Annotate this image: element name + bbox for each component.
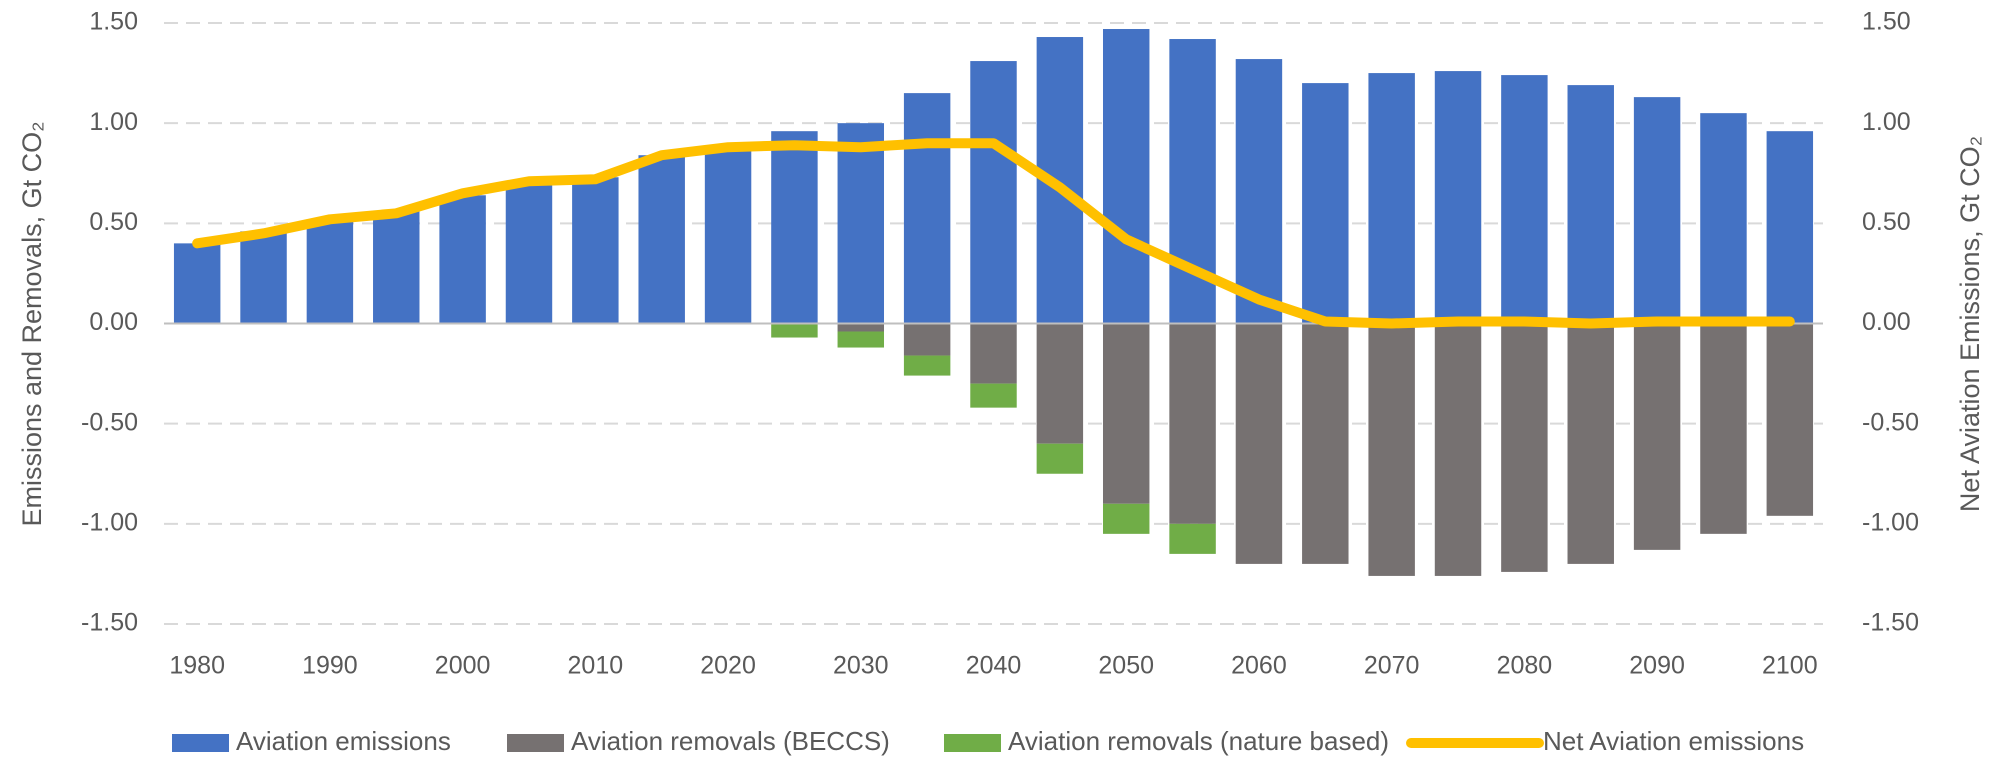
y-tick-label: 0.50 bbox=[89, 208, 138, 236]
bar bbox=[240, 231, 287, 324]
y2-tick-label: -1.50 bbox=[1862, 609, 1919, 637]
bar bbox=[1302, 323, 1349, 564]
x-tick-label: 2100 bbox=[1762, 652, 1818, 680]
bar bbox=[505, 183, 553, 324]
y2-tick-label: 0.00 bbox=[1862, 308, 1911, 336]
bar bbox=[1102, 323, 1150, 504]
line bbox=[192, 138, 1795, 329]
bar bbox=[1102, 503, 1150, 534]
bar bbox=[1633, 97, 1681, 324]
x-tick-label: 2010 bbox=[568, 652, 624, 680]
bar bbox=[1169, 523, 1216, 554]
bar bbox=[970, 61, 1017, 324]
y2-axis-title: Net Aviation Emissions, Gt CO₂ bbox=[1955, 136, 1985, 512]
legend-swatch bbox=[944, 734, 1001, 752]
bar bbox=[1567, 323, 1614, 564]
legend-swatch bbox=[507, 734, 564, 752]
bar bbox=[572, 177, 619, 324]
y2-tick-label: -1.00 bbox=[1862, 508, 1919, 536]
x-tick-label: 1980 bbox=[169, 652, 225, 680]
y-tick-label: 1.00 bbox=[89, 108, 138, 136]
bar bbox=[771, 131, 818, 324]
bar bbox=[373, 211, 420, 324]
y-tick-label: -1.00 bbox=[81, 508, 138, 536]
bar bbox=[1434, 71, 1482, 324]
bar bbox=[1169, 323, 1216, 524]
bar bbox=[439, 195, 486, 324]
bar bbox=[1766, 323, 1814, 516]
bar bbox=[1368, 323, 1415, 576]
bar bbox=[306, 219, 354, 324]
legend-label: Aviation removals (BECCS) bbox=[571, 726, 890, 756]
bar bbox=[1501, 323, 1548, 572]
bar bbox=[837, 123, 885, 324]
bar bbox=[1700, 113, 1747, 324]
y-tick-label: -0.50 bbox=[81, 408, 138, 436]
legend-label: Aviation removals (nature based) bbox=[1008, 726, 1389, 756]
y-tick-label: 1.50 bbox=[89, 8, 138, 36]
bar bbox=[1567, 85, 1614, 324]
y2-tick-label: 1.00 bbox=[1862, 108, 1911, 136]
y2-tick-label: 1.50 bbox=[1862, 8, 1911, 36]
x-tick-label: 2080 bbox=[1497, 652, 1553, 680]
x-tick-label: 1990 bbox=[302, 652, 358, 680]
x-tick-label: 2060 bbox=[1231, 652, 1287, 680]
y2-tick-label: -0.50 bbox=[1862, 408, 1919, 436]
x-tick-label: 2090 bbox=[1629, 652, 1685, 680]
bar bbox=[1302, 83, 1349, 324]
bar bbox=[970, 383, 1017, 408]
bar bbox=[1235, 323, 1283, 564]
y-tick-label: 0.00 bbox=[89, 308, 138, 336]
legend-swatch bbox=[172, 734, 229, 752]
y-tick-label: -1.50 bbox=[81, 609, 138, 637]
legend-label: Net Aviation emissions bbox=[1543, 726, 1804, 756]
bar bbox=[1501, 75, 1548, 324]
bar bbox=[970, 323, 1017, 384]
bar bbox=[1434, 323, 1482, 576]
x-tick-label: 2040 bbox=[966, 652, 1022, 680]
x-tick-label: 2030 bbox=[833, 652, 889, 680]
bar bbox=[1700, 323, 1747, 534]
bar bbox=[1102, 29, 1150, 324]
bar bbox=[771, 323, 818, 338]
y2-tick-label: 0.50 bbox=[1862, 208, 1911, 236]
x-tick-label: 2000 bbox=[435, 652, 491, 680]
bar bbox=[837, 331, 885, 348]
bar bbox=[173, 243, 221, 324]
bar bbox=[903, 323, 951, 356]
x-tick-label: 2020 bbox=[700, 652, 756, 680]
bar bbox=[1633, 323, 1681, 550]
bar bbox=[1368, 73, 1415, 324]
bar bbox=[1036, 323, 1084, 444]
y-axis-title: Emissions and Removals, Gt CO₂ bbox=[17, 121, 47, 526]
bar bbox=[1766, 131, 1814, 324]
x-tick-label: 2050 bbox=[1098, 652, 1154, 680]
legend-label: Aviation emissions bbox=[236, 726, 451, 756]
bar bbox=[1036, 443, 1084, 474]
x-tick-label: 2070 bbox=[1364, 652, 1420, 680]
bar bbox=[638, 155, 685, 324]
bar bbox=[903, 93, 951, 324]
bar bbox=[903, 355, 951, 376]
bar bbox=[1235, 59, 1283, 324]
bar bbox=[837, 323, 885, 332]
bar bbox=[704, 147, 752, 324]
